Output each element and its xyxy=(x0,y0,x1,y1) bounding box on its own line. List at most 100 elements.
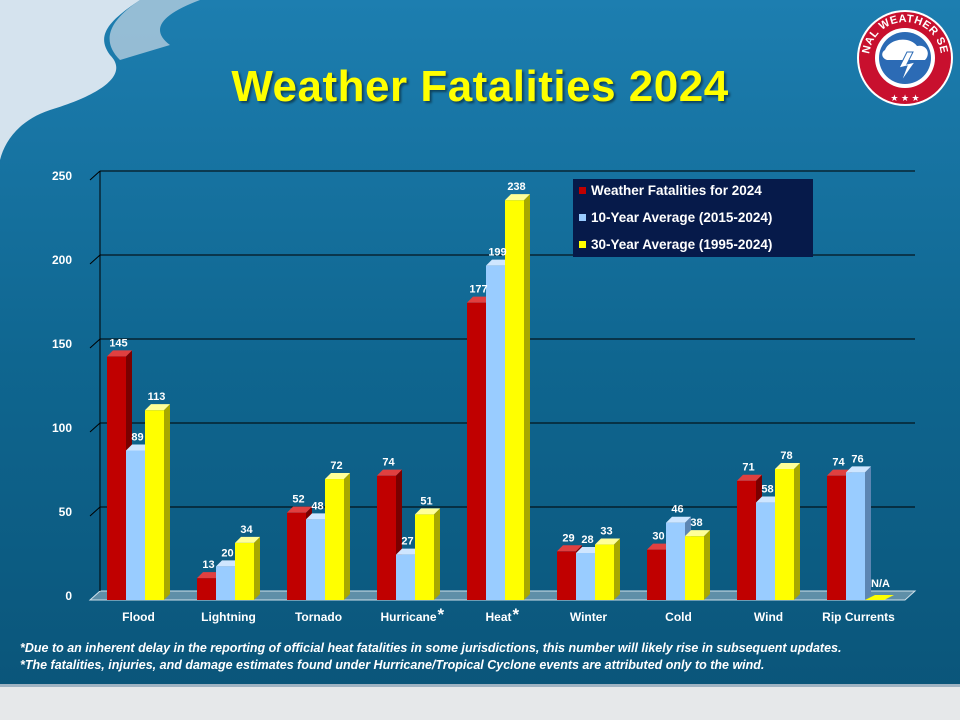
bar-tornado-s0 xyxy=(287,512,306,600)
bar-hurricane-s2 xyxy=(415,514,434,600)
data-label-flood-s0: 145 xyxy=(109,337,127,349)
wing-decoration xyxy=(0,0,140,160)
data-label-winter-s0: 29 xyxy=(562,532,574,544)
bar-top-wind-s0 xyxy=(737,474,762,481)
x-tick-asterisk-heat: * xyxy=(513,605,520,624)
y-tick-label-250: 250 xyxy=(52,169,72,183)
legend-entry-fatalities: Weather Fatalities for 2024 xyxy=(579,182,762,200)
gridline-depth-50 xyxy=(89,506,101,517)
data-label-winter-s2: 33 xyxy=(600,526,612,538)
data-label-flood-s2: 113 xyxy=(148,391,166,403)
y-tick-label-0: 0 xyxy=(65,589,72,603)
bar-na-rip-currents xyxy=(865,595,894,600)
footnote-heat: *Due to an inherent delay in the reporti… xyxy=(20,641,842,655)
legend-entry-10yr: 10-Year Average (2015-2024) xyxy=(579,209,772,227)
bar-side-flood-s2 xyxy=(164,404,170,600)
bar-rip-currents-s0 xyxy=(827,475,846,600)
legend-label-10yr: 10-Year Average (2015-2024) xyxy=(591,210,773,225)
gridline-depth-150 xyxy=(89,338,101,349)
bar-top-winter-s0 xyxy=(557,545,582,552)
bar-wind-s1 xyxy=(756,502,775,600)
y-tick-label-50: 50 xyxy=(59,505,73,519)
bar-cold-s1 xyxy=(666,522,685,600)
bar-rip-currents-s1 xyxy=(846,472,865,600)
bar-top-wind-s1 xyxy=(756,496,781,503)
data-labels: 145 89 113 13 20 34 52 48 72 74 27 51 177 199 238 29 28 3… xyxy=(109,181,890,590)
bar-top-heat-s1 xyxy=(486,259,511,266)
chart-legend: Weather Fatalities for 2024 10-Year Aver… xyxy=(573,179,813,257)
bar-top-tornado-s0 xyxy=(287,506,312,513)
y-tick-label-150: 150 xyxy=(52,337,72,351)
bar-cold-s2 xyxy=(685,536,704,600)
data-label-cold-s2: 38 xyxy=(690,517,702,529)
y-tick-label-200: 200 xyxy=(52,253,72,267)
data-label-wind-s2: 78 xyxy=(780,450,792,462)
bar-side-cold-s2 xyxy=(704,530,710,600)
data-label-hurricane-s2: 51 xyxy=(420,495,432,507)
bar-top-winter-s1 xyxy=(576,546,601,553)
data-label-hurricane-s1: 27 xyxy=(401,536,413,548)
x-tick-label-wind: Wind xyxy=(754,610,783,624)
data-label-heat-s0: 177 xyxy=(469,284,487,296)
bar-top-hurricane-s0 xyxy=(377,469,402,476)
bar-top-wind-s2 xyxy=(775,462,800,469)
data-label-winter-s1: 28 xyxy=(581,534,593,546)
bar-heat-s1 xyxy=(486,265,505,600)
x-axis-labels: Flood Lightning Tornado Hurricane * Heat * Wint… xyxy=(122,605,895,624)
data-label-tornado-s1: 48 xyxy=(311,500,323,512)
svg-text:★ ★ ★: ★ ★ ★ xyxy=(890,93,919,103)
bar-winter-s0 xyxy=(557,551,576,600)
bar-side-heat-s2 xyxy=(524,194,530,600)
bar-flood-s0 xyxy=(107,356,126,600)
legend-swatch-fatalities xyxy=(579,187,586,194)
bar-top-flood-s0 xyxy=(107,350,132,357)
data-label-tornado-s2: 72 xyxy=(330,460,342,472)
bar-winter-s2 xyxy=(595,544,614,600)
bar-hurricane-s1 xyxy=(396,554,415,600)
data-label-wind-s0: 71 xyxy=(742,462,754,474)
x-tick-label-heat: Heat xyxy=(485,610,511,624)
bar-hurricane-s0 xyxy=(377,475,396,600)
data-label-lightning-s2: 34 xyxy=(240,524,253,536)
x-tick-label-lightning: Lightning xyxy=(201,610,256,624)
legend-swatch-30yr xyxy=(579,241,586,248)
bar-top-heat-s2 xyxy=(505,194,530,201)
bar-cold-s0 xyxy=(647,549,666,600)
bar-tornado-s1 xyxy=(306,519,325,600)
data-label-na: N/A xyxy=(871,578,890,590)
bar-top-cold-s0 xyxy=(647,543,672,550)
x-tick-label-hurricane: Hurricane xyxy=(380,610,436,624)
data-label-wind-s1: 58 xyxy=(761,484,773,496)
x-tick-label-winter: Winter xyxy=(570,610,608,624)
bar-lightning-s2 xyxy=(235,542,254,600)
bar-side-tornado-s2 xyxy=(344,473,350,600)
bar-heat-s0 xyxy=(467,302,486,600)
bar-top-cold-s1 xyxy=(666,516,691,523)
bar-flood-s1 xyxy=(126,450,145,600)
bar-side-rip-currents-s1 xyxy=(865,466,871,600)
x-tick-label-tornado: Tornado xyxy=(295,610,342,624)
bar-side-winter-s2 xyxy=(614,538,620,600)
gridline-depth-100 xyxy=(89,422,101,433)
bar-side-wind-s2 xyxy=(794,462,800,600)
data-label-cold-s0: 30 xyxy=(652,531,664,543)
bar-top-rip-currents-s0 xyxy=(827,469,852,476)
data-label-flood-s1: 89 xyxy=(131,431,143,443)
legend-label-fatalities: Weather Fatalities for 2024 xyxy=(591,183,762,198)
bars xyxy=(107,194,894,600)
bottom-band xyxy=(0,686,960,720)
bar-tornado-s2 xyxy=(325,479,344,600)
legend-label-30yr: 30-Year Average (1995-2024) xyxy=(591,237,773,252)
bar-top-lightning-s0 xyxy=(197,572,222,579)
bar-top-lightning-s1 xyxy=(216,560,241,567)
nws-logo: NATIONAL WEATHER SERVICE ★ ★ ★ xyxy=(855,8,953,106)
bar-heat-s2 xyxy=(505,200,524,600)
bar-side-hurricane-s2 xyxy=(434,508,440,600)
gridline-depth-200 xyxy=(89,254,101,265)
bar-top-hurricane-s2 xyxy=(415,508,440,515)
bar-lightning-s1 xyxy=(216,566,235,600)
x-tick-label-flood: Flood xyxy=(122,610,155,624)
bar-wind-s0 xyxy=(737,480,756,600)
data-label-lightning-s1: 20 xyxy=(221,547,233,559)
